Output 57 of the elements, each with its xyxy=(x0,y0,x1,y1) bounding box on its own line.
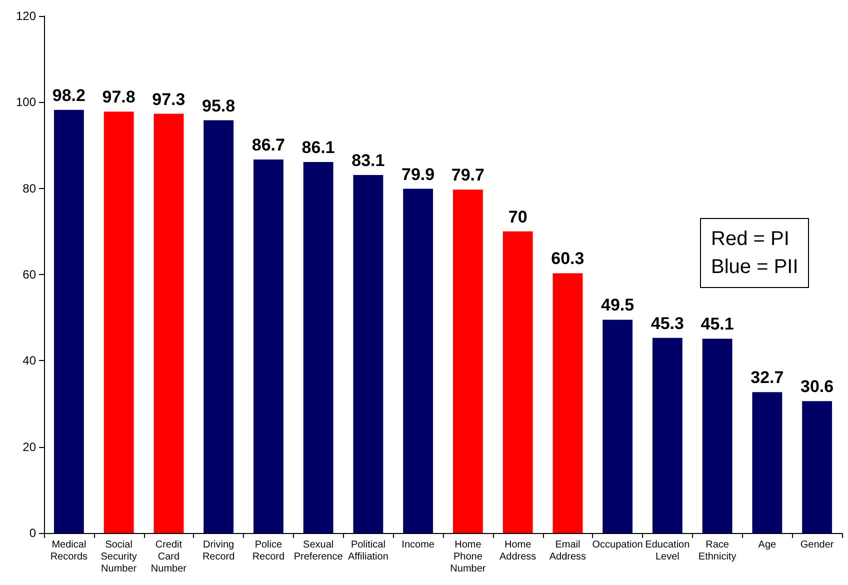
x-tick-label: Driving Record xyxy=(202,540,235,562)
bar xyxy=(253,159,284,533)
bar xyxy=(552,273,583,533)
data-label: 86.7 xyxy=(252,135,285,154)
bar xyxy=(702,338,732,533)
x-tick-label: Sexual Preference xyxy=(294,540,344,562)
bar xyxy=(353,174,384,533)
x-tick-label: Home Address xyxy=(499,540,536,562)
annotation: Blue = PII xyxy=(711,255,798,280)
data-label: 30.6 xyxy=(800,377,834,396)
x-tick-label: Education Level xyxy=(645,540,690,562)
data-label: 60.3 xyxy=(551,249,584,268)
x-tick-label: Occupation xyxy=(592,540,643,550)
x-tick-label: Political Affiliation xyxy=(348,540,388,562)
bar xyxy=(204,120,234,533)
bar xyxy=(802,401,832,533)
bar xyxy=(303,162,334,533)
data-label: 83.1 xyxy=(352,150,385,170)
x-tick-label: Police Record xyxy=(252,540,285,562)
data-label: 86.1 xyxy=(302,138,335,158)
y-tick-label: 0 xyxy=(29,526,36,540)
data-label: 97.8 xyxy=(102,88,136,107)
annotation: Red = PI xyxy=(711,227,790,252)
data-label: 98.2 xyxy=(52,86,86,105)
bar xyxy=(104,112,134,533)
y-tick-label: 80 xyxy=(22,181,36,196)
y-tick-label: 100 xyxy=(16,95,36,110)
bar xyxy=(752,392,782,533)
x-tick-label: Medical Records xyxy=(50,540,88,562)
x-tick-label: Email Address xyxy=(549,540,586,562)
bar xyxy=(54,110,84,533)
y-tick-label: 120 xyxy=(16,9,36,23)
x-tick-label: Home Phone Number xyxy=(450,540,486,574)
data-label: 32.7 xyxy=(750,368,784,388)
x-tick-label: Credit Card Number xyxy=(150,540,188,574)
bar xyxy=(452,190,483,533)
data-label: 45.1 xyxy=(700,314,734,334)
x-tick-label: Race Ethnicity xyxy=(698,540,736,562)
bar xyxy=(403,188,434,533)
data-label: 70 xyxy=(508,207,528,226)
x-tick-label: Age xyxy=(758,540,777,550)
x-tick-label: Social Security Number xyxy=(100,540,138,574)
y-tick-label: 40 xyxy=(22,354,36,368)
x-tick-label: Gender xyxy=(800,540,834,550)
data-label: 97.3 xyxy=(152,90,186,109)
data-label: 79.7 xyxy=(451,166,484,185)
bar xyxy=(502,231,533,533)
y-tick-label: 60 xyxy=(22,268,36,282)
data-label: 45.3 xyxy=(650,314,684,333)
bar xyxy=(602,320,633,533)
data-label: 49.5 xyxy=(601,296,634,315)
data-label: 95.8 xyxy=(202,96,236,116)
bar xyxy=(652,338,682,533)
x-tick-label: Income xyxy=(402,540,435,550)
data-label: 79.9 xyxy=(402,164,435,184)
y-tick-label: 20 xyxy=(22,440,36,454)
bar xyxy=(154,114,184,533)
